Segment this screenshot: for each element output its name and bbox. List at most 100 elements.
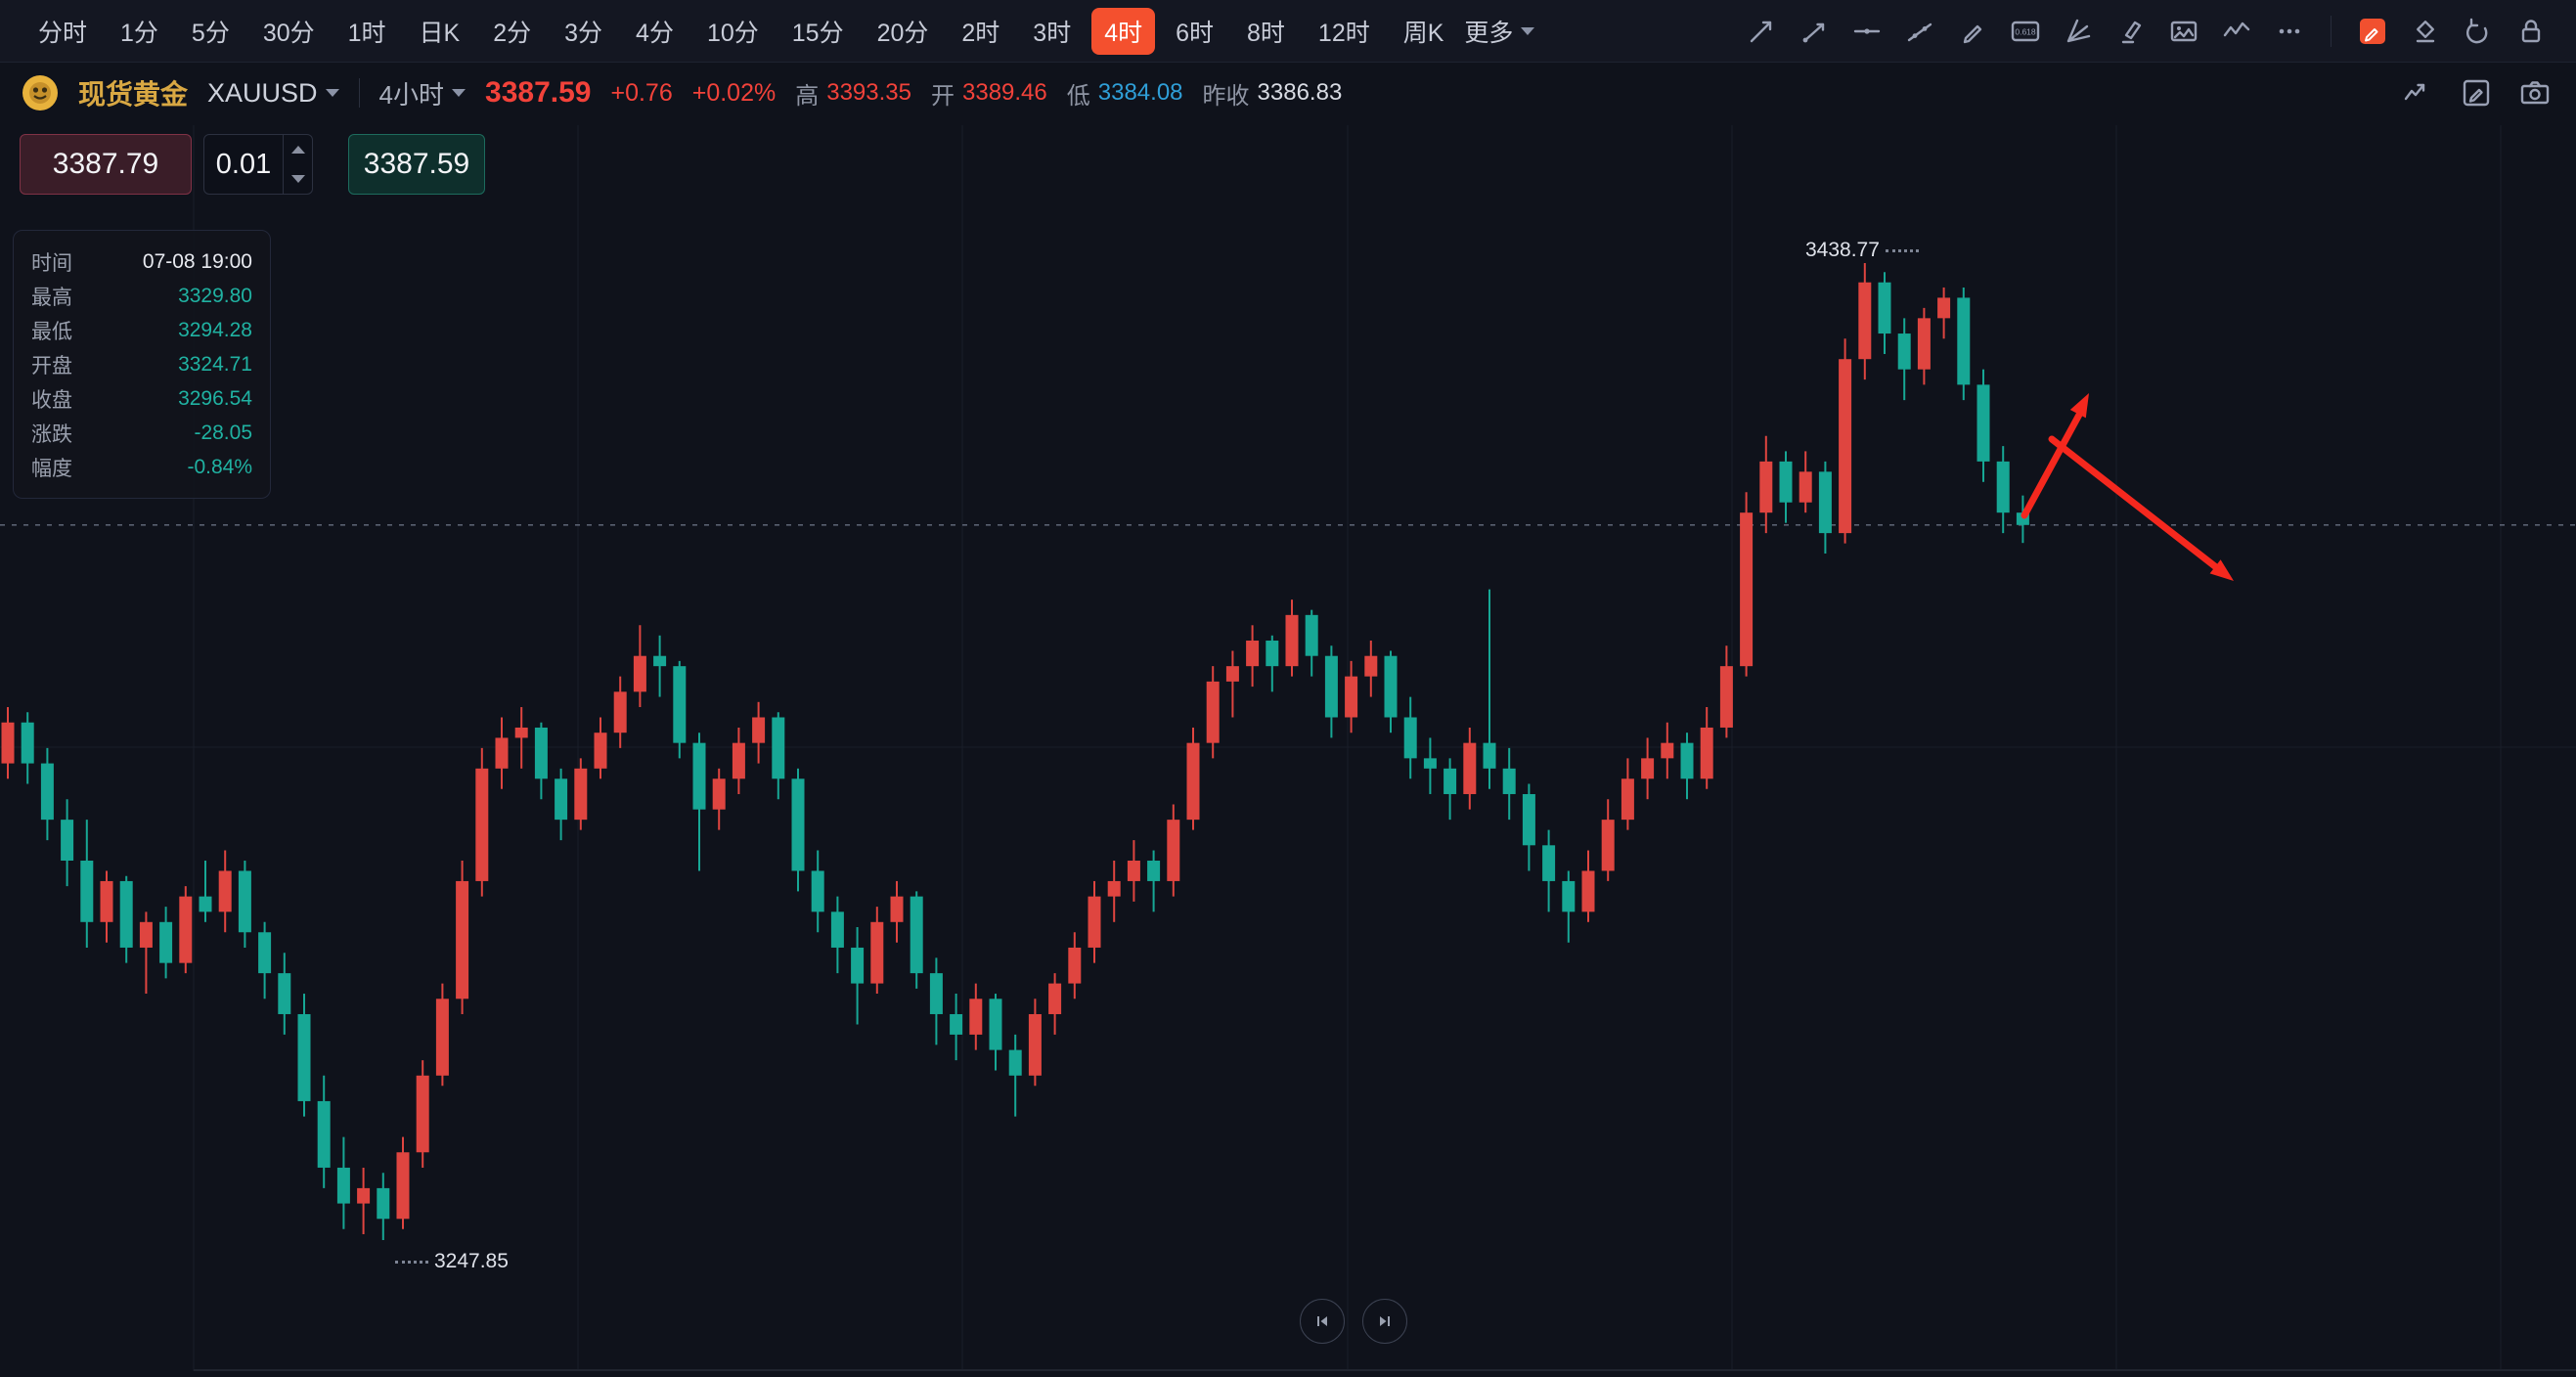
candle[interactable] [100,870,113,943]
candle[interactable] [712,768,726,830]
candle[interactable] [1147,850,1161,912]
timeframe-tab-6时[interactable]: 6时 [1176,19,1215,47]
candle[interactable] [1443,758,1457,821]
candle[interactable] [732,727,745,794]
candle[interactable] [1403,696,1417,779]
candle[interactable] [179,886,193,974]
candle[interactable] [1246,625,1260,688]
candle[interactable] [1641,737,1655,800]
overlay-compare-icon[interactable] [2398,73,2437,112]
lock-icon[interactable] [2511,12,2551,51]
trend-line-icon[interactable] [1742,12,1781,51]
timeframe-tab-2时[interactable]: 2时 [961,19,1000,47]
arrow-ray-icon[interactable] [1795,12,1834,51]
timeframe-tab-20分[interactable]: 20分 [876,19,929,47]
candle[interactable] [336,1136,350,1229]
candle[interactable] [1562,870,1576,943]
candle[interactable] [1878,272,1891,354]
quantity-stepper[interactable]: 0.01 [203,134,313,195]
sell-button[interactable]: 3387.79 [20,134,192,195]
candle[interactable] [673,660,687,759]
candle[interactable] [555,768,568,841]
pencil-icon[interactable] [1953,12,1992,51]
candle[interactable] [811,850,824,933]
candle[interactable] [1818,461,1832,555]
timeframe-tab-4分[interactable]: 4分 [636,19,674,47]
candle[interactable] [1,707,15,779]
candle[interactable] [1028,999,1042,1087]
go-last-button[interactable] [1362,1299,1407,1344]
marker-icon[interactable] [2111,12,2151,51]
candle[interactable] [159,907,173,979]
candle[interactable] [218,850,232,933]
candle[interactable] [317,1075,331,1188]
candle[interactable] [851,927,865,1025]
candle[interactable] [1305,609,1318,677]
candle[interactable] [1107,861,1121,922]
candle[interactable] [1542,829,1556,912]
trend-channel-icon[interactable] [1900,12,1939,51]
candle[interactable] [1621,758,1634,830]
candle[interactable] [258,921,272,999]
symbol-selector[interactable]: XAUUSD [207,78,339,109]
candle[interactable] [297,994,311,1117]
candle[interactable] [1601,799,1615,881]
candle[interactable] [692,733,706,871]
candle[interactable] [752,701,766,764]
candle[interactable] [40,747,54,841]
candle[interactable] [1661,722,1674,779]
candle[interactable] [1167,804,1180,897]
candle[interactable] [377,1173,390,1240]
timeframe-tab-周K[interactable]: 周K [1402,19,1444,47]
horizontal-line-icon[interactable] [1847,12,1887,51]
candle[interactable] [534,722,548,800]
timeframe-tab-30分[interactable]: 30分 [262,19,315,47]
candle[interactable] [1740,492,1754,677]
candle[interactable] [830,896,844,974]
candle[interactable] [1759,435,1773,534]
candle[interactable] [1719,645,1733,738]
more-timeframes-button[interactable]: 更多 [1456,8,1542,55]
candle[interactable] [238,861,251,948]
image-icon[interactable] [2164,12,2203,51]
candle[interactable] [1996,446,2010,534]
quantity-increase-button[interactable] [284,135,312,164]
candle[interactable] [1384,650,1398,733]
candles-layer[interactable] [1,263,2029,1240]
candle[interactable] [950,994,963,1061]
candle[interactable] [1068,932,1082,999]
candle[interactable] [1779,451,1793,523]
candle[interactable] [1206,666,1220,759]
candle[interactable] [772,712,785,800]
candle[interactable] [1937,287,1951,339]
candle[interactable] [890,880,904,943]
more-tools-icon[interactable] [2270,12,2309,51]
candle[interactable] [1364,641,1378,697]
candle[interactable] [1324,645,1338,738]
candle[interactable] [396,1136,410,1229]
timeframe-tab-分时[interactable]: 分时 [38,19,88,47]
candle[interactable] [1680,733,1694,800]
screenshot-icon[interactable] [2515,73,2554,112]
candle[interactable] [1127,840,1140,902]
candle[interactable] [653,635,667,697]
candle[interactable] [1858,263,1872,380]
candle[interactable] [910,891,923,989]
candle[interactable] [139,911,153,995]
timeframe-tab-8时[interactable]: 8时 [1247,19,1285,47]
quantity-decrease-button[interactable] [284,164,312,194]
candle[interactable] [1957,287,1971,401]
undo-icon[interactable] [2459,12,2498,51]
candle[interactable] [1483,589,1496,789]
candle[interactable] [1799,451,1812,513]
candle[interactable] [989,994,1002,1071]
candle[interactable] [1423,737,1437,794]
candle[interactable] [969,983,983,1050]
candle[interactable] [574,758,588,830]
candle[interactable] [594,717,607,779]
candle[interactable] [2016,495,2029,544]
candle[interactable] [1839,338,1852,544]
candle[interactable] [357,1167,371,1234]
candle[interactable] [61,799,74,887]
candle[interactable] [1897,318,1911,401]
